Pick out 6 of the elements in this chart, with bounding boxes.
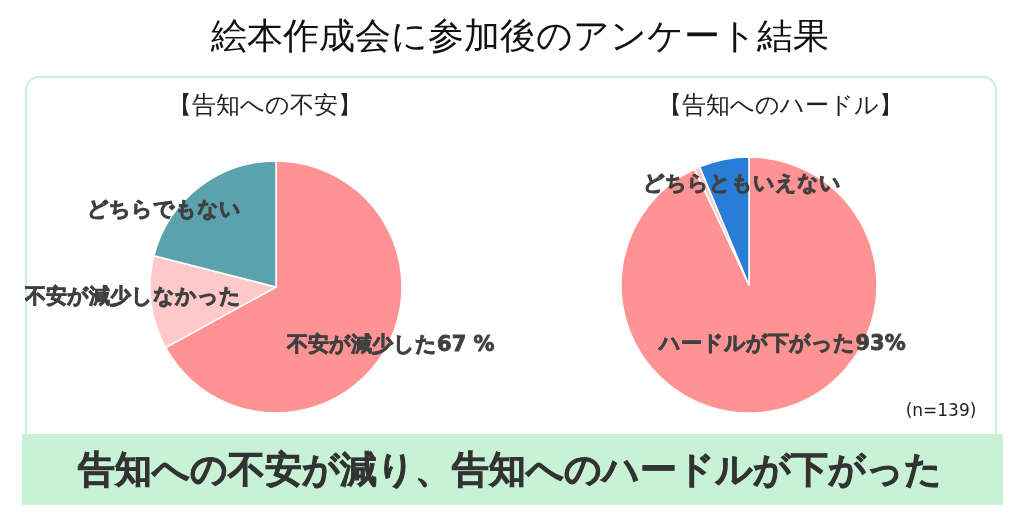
chart-title: 絵本作成会に参加後のアンケート結果: [210, 14, 830, 58]
text: (n=139): [905, 400, 977, 420]
chart-subtitle: 【告知への不安】: [168, 91, 362, 119]
chart-subtitle: 【告知へのハードル】: [657, 91, 903, 119]
text: 告知への不安が減り、告知へのハードルが下がった: [77, 447, 943, 493]
slice-label: 不安が減少しなかった: [23, 284, 241, 309]
